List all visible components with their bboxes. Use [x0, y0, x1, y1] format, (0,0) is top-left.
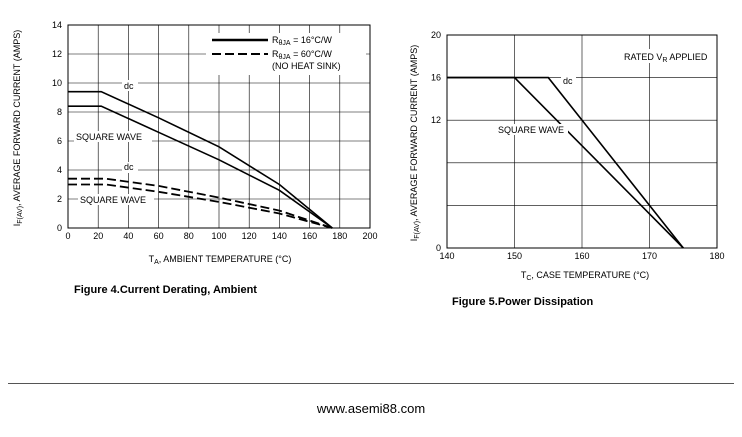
legend-entry-60: RθJA = 60°C/W [272, 49, 332, 61]
chart2-y-tick-label: 20 [431, 30, 441, 40]
chart2-x-tick-label: 160 [574, 251, 589, 261]
anno-bg [78, 194, 154, 205]
chart2-grid [447, 35, 717, 248]
chart1-x-tick-label: 60 [154, 231, 164, 241]
chart1-y-tick-label: 14 [52, 20, 62, 30]
chart1-x-tick-label: 160 [302, 231, 317, 241]
chart1-x-ticks: 0 20 40 60 80 100 120 140 160 180 200 [65, 231, 377, 241]
chart1-y-tick-label: 0 [57, 223, 62, 233]
chart2-x-tick-label: 140 [439, 251, 454, 261]
chart2-x-ticks: 140 150 160 170 180 [439, 251, 724, 261]
chart2-note-bg [618, 49, 714, 63]
anno-square-dashed: SQUARE WAVE [80, 195, 146, 205]
chart2-anno-dc: dc [563, 76, 573, 86]
chart2-x-tick-label: 150 [507, 251, 522, 261]
footer-url[interactable]: www.asemi88.com [316, 401, 426, 416]
chart1-y-tick-label: 6 [57, 136, 62, 146]
chart1-y-tick-label: 10 [52, 78, 62, 88]
chart1-x-tick-label: 180 [332, 231, 347, 241]
chart2-x-tick-label: 180 [709, 251, 724, 261]
chart2-y-tick-label: 0 [436, 243, 441, 253]
chart2-caption: Figure 5.Power Dissipation [452, 296, 593, 308]
chart1-xlabel: TA, AMBIENT TEMPERATURE (°C) [149, 254, 292, 266]
anno-square-solid: SQUARE WAVE [76, 132, 142, 142]
chart1-series-line [68, 90, 333, 229]
chart-ambient-derating: 0 20 40 60 80 100 120 140 160 180 200 02468101214 … [12, 20, 378, 296]
anno-dc-solid: dc [124, 81, 134, 91]
legend-entry-16: RθJA = 16°C/W [272, 35, 332, 47]
chart1-series [68, 90, 333, 229]
chart1-x-tick-label: 20 [93, 231, 103, 241]
chart1-series-line [68, 105, 333, 229]
chart2-rated-note: RATED VR APPLIED [624, 52, 708, 64]
chart2-series-line [447, 76, 684, 249]
chart1-x-tick-label: 200 [362, 231, 377, 241]
anno-bg [122, 80, 138, 91]
chart1-y-ticks: 0 2 4 6 8 10 12 14 [52, 20, 62, 233]
chart2-y-tick-label: 16 [431, 73, 441, 83]
chart1-x-tick-label: 0 [65, 231, 70, 241]
chart1-frame [67, 24, 371, 229]
chart1-x-tick-label: 120 [242, 231, 257, 241]
chart1-x-tick-label: 100 [211, 231, 226, 241]
chart-power-dissipation: 140 150 160 170 180 0 12 16 20 RATED VR APPLIED… [409, 30, 725, 308]
chart1-x-tick-label: 140 [272, 231, 287, 241]
chart2-x-tick-label: 170 [642, 251, 657, 261]
chart1-y-tick-label: 2 [57, 194, 62, 204]
anno-bg [74, 131, 152, 142]
chart2-frame [446, 34, 718, 249]
anno-dc-dashed: dc [124, 162, 134, 172]
chart2-y-tick-label: 12 [431, 115, 441, 125]
chart1-series-line [68, 183, 333, 229]
chart1-ylabel: IF(AV), AVERAGE FORWARD CURRENT (AMPS) [12, 30, 24, 226]
footer-divider [8, 383, 734, 384]
chart1-caption: Figure 4.Current Derating, Ambient [74, 284, 257, 296]
anno-bg [122, 162, 138, 173]
chart1-y-tick-label: 12 [52, 49, 62, 59]
legend-note: (NO HEAT SINK) [272, 61, 341, 71]
chart2-y-ticks: 0 12 16 20 [431, 30, 441, 253]
anno-bg [561, 75, 576, 86]
anno-bg [496, 124, 568, 135]
chart1-x-tick-label: 80 [184, 231, 194, 241]
chart1-y-tick-label: 8 [57, 107, 62, 117]
chart2-series [447, 76, 684, 249]
chart2-ylabel: IF(AV), AVERAGE FORWARD CURRENT (AMPS) [409, 45, 421, 241]
chart1-x-tick-label: 40 [123, 231, 133, 241]
chart2-anno-square: SQUARE WAVE [498, 125, 564, 135]
chart2-xlabel: TC, CASE TEMPERATURE (°C) [521, 270, 649, 282]
chart1-series-line [68, 177, 333, 229]
chart1-y-tick-label: 4 [57, 165, 62, 175]
